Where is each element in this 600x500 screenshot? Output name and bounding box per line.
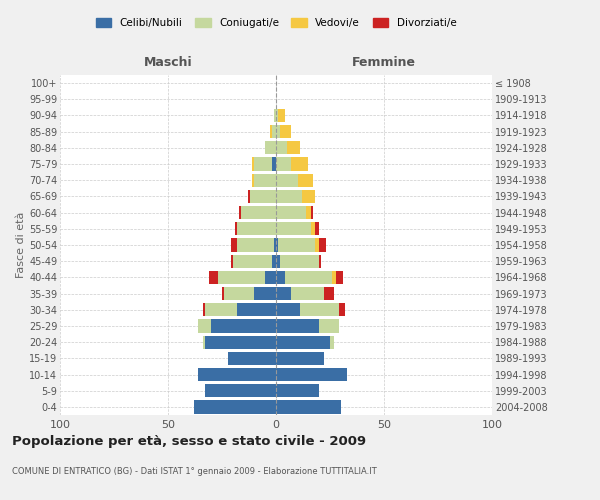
Bar: [302, 190, 315, 203]
Bar: [276, 400, 341, 413]
Bar: [235, 222, 237, 235]
Bar: [276, 287, 291, 300]
Bar: [276, 222, 311, 235]
Bar: [198, 320, 211, 332]
Bar: [315, 222, 319, 235]
Bar: [274, 109, 276, 122]
Bar: [276, 190, 302, 203]
Text: Femmine: Femmine: [352, 56, 416, 69]
Bar: [252, 158, 254, 170]
Bar: [337, 270, 343, 284]
Bar: [300, 303, 338, 316]
Bar: [284, 270, 332, 284]
Bar: [233, 254, 272, 268]
Bar: [280, 125, 291, 138]
Bar: [306, 206, 311, 220]
Bar: [239, 206, 241, 220]
Bar: [272, 158, 276, 170]
Bar: [319, 254, 322, 268]
Legend: Celibi/Nubili, Coniugati/e, Vedovi/e, Divorziati/e: Celibi/Nubili, Coniugati/e, Vedovi/e, Di…: [91, 12, 461, 34]
Bar: [276, 352, 323, 365]
Bar: [205, 384, 276, 398]
Bar: [276, 141, 287, 154]
Bar: [319, 238, 326, 252]
Bar: [338, 303, 345, 316]
Bar: [211, 320, 276, 332]
Bar: [203, 336, 205, 349]
Bar: [241, 206, 276, 220]
Bar: [222, 287, 224, 300]
Bar: [198, 368, 276, 381]
Bar: [265, 141, 276, 154]
Bar: [254, 158, 272, 170]
Bar: [276, 174, 298, 187]
Text: Maschi: Maschi: [143, 56, 193, 69]
Bar: [332, 270, 337, 284]
Bar: [252, 174, 254, 187]
Bar: [311, 222, 315, 235]
Bar: [291, 158, 308, 170]
Bar: [237, 238, 274, 252]
Bar: [278, 238, 315, 252]
Bar: [280, 254, 319, 268]
Bar: [276, 336, 330, 349]
Bar: [250, 190, 276, 203]
Bar: [319, 320, 338, 332]
Bar: [194, 400, 276, 413]
Bar: [209, 270, 218, 284]
Bar: [276, 384, 319, 398]
Bar: [205, 303, 237, 316]
Bar: [276, 125, 280, 138]
Bar: [287, 141, 300, 154]
Bar: [330, 336, 334, 349]
Bar: [276, 320, 319, 332]
Bar: [291, 287, 323, 300]
Bar: [229, 352, 276, 365]
Bar: [218, 270, 265, 284]
Bar: [254, 174, 276, 187]
Bar: [248, 190, 250, 203]
Bar: [323, 287, 334, 300]
Bar: [276, 270, 284, 284]
Bar: [311, 206, 313, 220]
Bar: [276, 254, 280, 268]
Bar: [203, 303, 205, 316]
Bar: [272, 254, 276, 268]
Bar: [205, 336, 276, 349]
Bar: [230, 238, 237, 252]
Bar: [237, 222, 276, 235]
Bar: [276, 368, 347, 381]
Y-axis label: Fasce di età: Fasce di età: [16, 212, 26, 278]
Bar: [276, 303, 300, 316]
Bar: [276, 238, 278, 252]
Bar: [274, 238, 276, 252]
Bar: [230, 254, 233, 268]
Bar: [272, 125, 276, 138]
Bar: [269, 125, 272, 138]
Bar: [276, 158, 291, 170]
Bar: [315, 238, 319, 252]
Bar: [276, 206, 306, 220]
Bar: [254, 287, 276, 300]
Text: COMUNE DI ENTRATICO (BG) - Dati ISTAT 1° gennaio 2009 - Elaborazione TUTTITALIA.: COMUNE DI ENTRATICO (BG) - Dati ISTAT 1°…: [12, 468, 377, 476]
Bar: [265, 270, 276, 284]
Bar: [237, 303, 276, 316]
Bar: [276, 109, 278, 122]
Bar: [298, 174, 313, 187]
Bar: [278, 109, 284, 122]
Bar: [224, 287, 254, 300]
Text: Popolazione per età, sesso e stato civile - 2009: Popolazione per età, sesso e stato civil…: [12, 435, 366, 448]
